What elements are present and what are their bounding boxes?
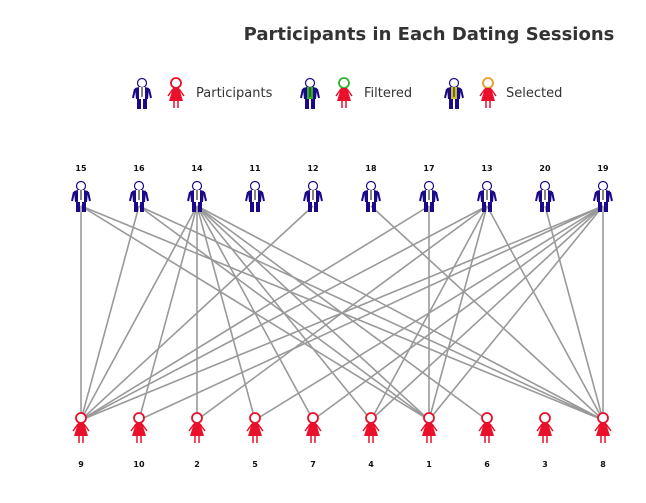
edge-13-8: [486, 205, 604, 421]
female-id-label: 7: [310, 460, 316, 469]
female-id-label: 5: [252, 460, 258, 469]
edge-13-9: [80, 205, 488, 421]
edge-19-10: [138, 205, 604, 421]
female-participant-8[interactable]: 8: [594, 412, 612, 469]
edge-19-5: [254, 205, 604, 421]
male-id-label: 17: [423, 164, 434, 173]
male-id-label: 20: [539, 164, 551, 173]
male-id-label: 12: [307, 164, 318, 173]
female-participant-2[interactable]: 2: [188, 412, 206, 469]
male-participant-12[interactable]: 12: [303, 164, 323, 212]
legend-male-icon-filtered: [300, 77, 320, 109]
female-id-label: 3: [542, 460, 548, 469]
edge-20-8: [544, 205, 604, 421]
male-participant-20[interactable]: 20: [535, 164, 555, 212]
male-participant-13[interactable]: 13: [477, 164, 497, 212]
female-participant-7[interactable]: 7: [304, 412, 322, 469]
female-participant-9[interactable]: 9: [72, 412, 90, 469]
male-id-label: 15: [75, 164, 87, 173]
male-participant-16[interactable]: 16: [129, 164, 149, 212]
node-layer: 15 16 14 11 12 18 17 13 20 199 10 2 5 7 4 1 6 3 8: [71, 164, 613, 469]
legend-female-icon-filtered: [335, 77, 353, 108]
male-participant-15[interactable]: 15: [71, 164, 91, 212]
edge-16-9: [80, 205, 140, 421]
legend-male-icon-selected: [444, 77, 464, 109]
male-participant-14[interactable]: 14: [187, 164, 207, 212]
legend-label-selected: Selected: [506, 86, 563, 101]
legend-female-icon-selected: [479, 77, 497, 108]
female-id-label: 6: [484, 460, 490, 469]
male-id-label: 11: [249, 164, 261, 173]
male-id-label: 19: [597, 164, 609, 173]
female-participant-1[interactable]: 1: [420, 412, 438, 469]
female-id-label: 2: [194, 460, 200, 469]
edge-14-1: [196, 205, 430, 421]
legend-icons: [132, 77, 497, 109]
edge-17-9: [80, 205, 430, 421]
male-participant-18[interactable]: 18: [361, 164, 381, 212]
legend-female-icon-participants: [167, 77, 185, 108]
edge-19-4: [370, 205, 604, 421]
edge-14-9: [80, 205, 198, 421]
legend-male-icon-participants: [132, 77, 152, 109]
edge-19-9: [80, 205, 604, 421]
edge-12-9: [80, 205, 314, 421]
female-participant-5[interactable]: 5: [246, 412, 264, 469]
male-id-label: 18: [365, 164, 377, 173]
edge-19-1: [428, 205, 604, 421]
female-participant-4[interactable]: 4: [362, 412, 380, 469]
chart-title: Participants in Each Dating Sessions: [243, 24, 615, 45]
female-id-label: 10: [133, 460, 145, 469]
male-id-label: 14: [191, 164, 203, 173]
edge-14-8: [196, 205, 604, 421]
male-id-label: 13: [481, 164, 492, 173]
legend-label-filtered: Filtered: [364, 86, 413, 101]
edge-19-7: [312, 205, 604, 421]
female-participant-3[interactable]: 3: [536, 412, 554, 469]
edge-14-5: [196, 205, 256, 421]
male-participant-11[interactable]: 11: [245, 164, 265, 212]
female-id-label: 8: [600, 460, 606, 469]
female-participant-6[interactable]: 6: [478, 412, 496, 469]
female-id-label: 1: [426, 460, 432, 469]
legend-label-participants: Participants: [196, 86, 273, 101]
female-id-label: 4: [368, 460, 374, 469]
edge-layer: [80, 205, 604, 421]
male-participant-17[interactable]: 17: [419, 164, 439, 212]
female-id-label: 9: [78, 460, 84, 469]
edge-14-10: [138, 205, 198, 421]
male-participant-19[interactable]: 19: [593, 164, 613, 212]
male-id-label: 16: [133, 164, 145, 173]
female-participant-10[interactable]: 10: [130, 412, 148, 469]
